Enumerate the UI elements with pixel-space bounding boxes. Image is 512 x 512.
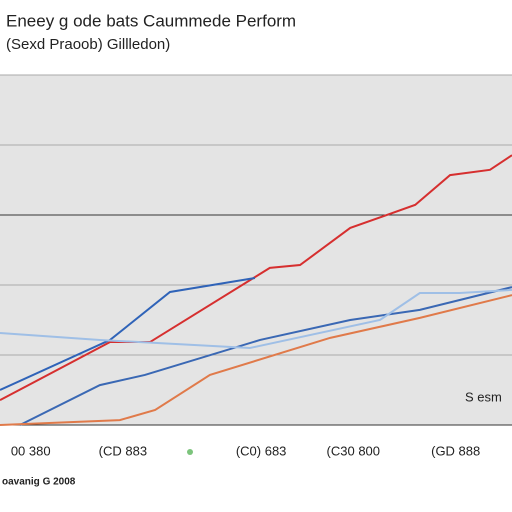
plot-area (0, 75, 512, 425)
dot (187, 449, 193, 455)
line (0, 294, 512, 426)
x-tick-label: (C30 800 (327, 443, 380, 458)
x-tick-label: (GD 888 (431, 443, 480, 458)
x-tick-label: 00 380 (11, 443, 51, 458)
line (19, 286, 512, 426)
line (0, 277, 256, 391)
chart-subtitle: (Sexd Praoob) Gillledon) (6, 36, 170, 53)
note: oavanig G 2008 (2, 477, 76, 488)
annotation: S esm (465, 389, 502, 404)
line (0, 288, 512, 350)
chart-title: Eneey g ode bats Caummede Perform (6, 11, 296, 30)
x-tick-label: (C0) 683 (236, 443, 287, 458)
x-tick-label: (CD 883 (99, 443, 147, 458)
